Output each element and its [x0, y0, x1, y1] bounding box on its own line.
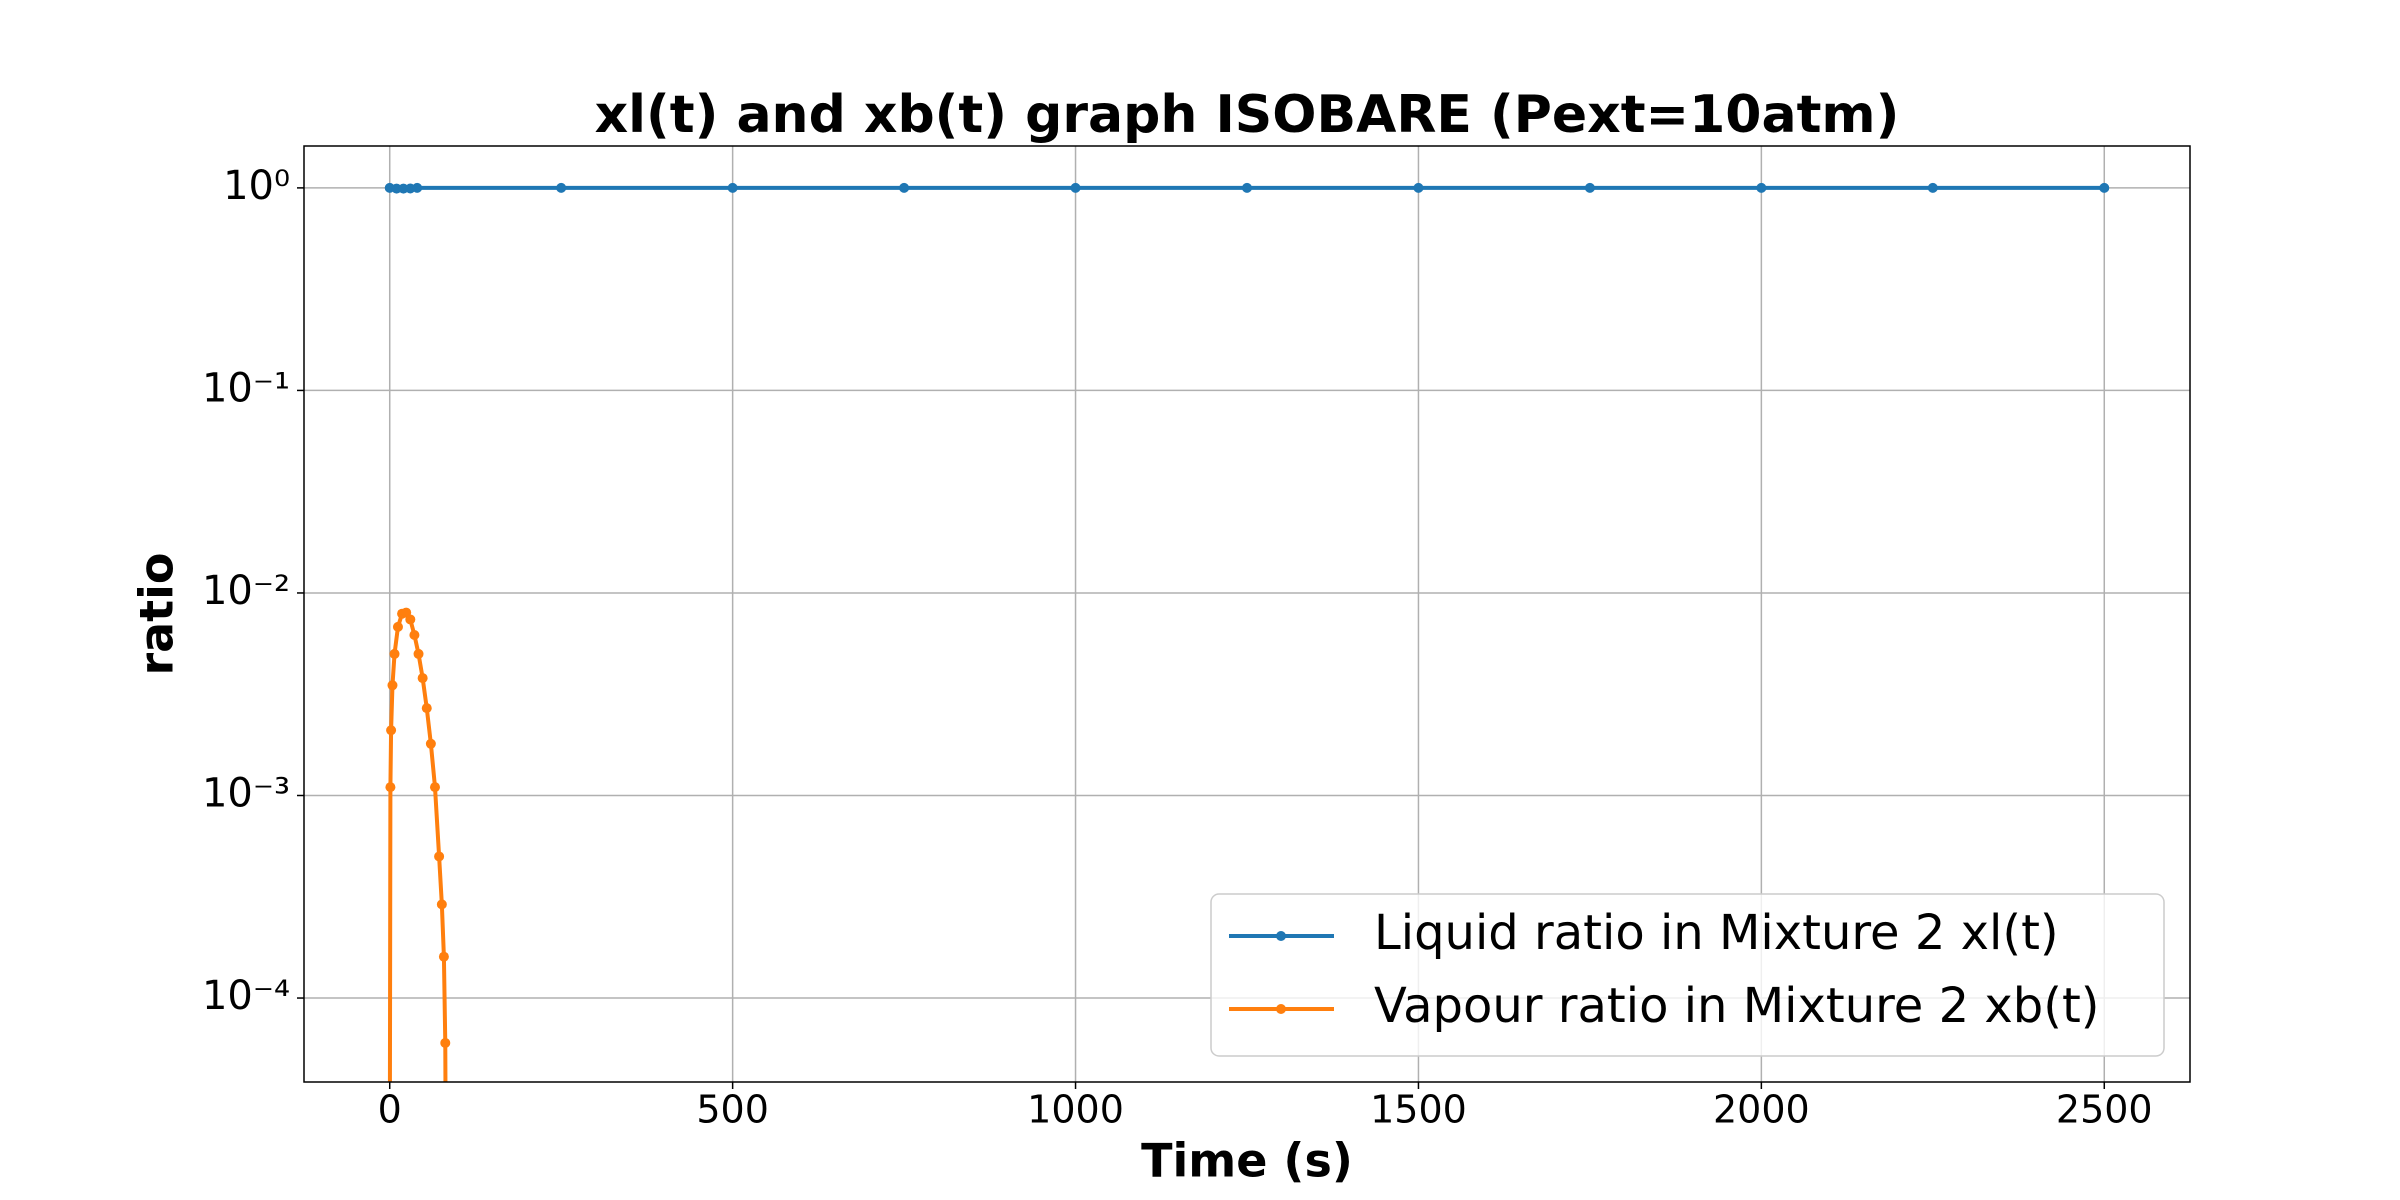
data-point [436, 899, 447, 910]
x-tick-label: 2000 [1713, 1088, 1810, 1132]
x-tick-label: 0 [378, 1088, 402, 1132]
x-tick-label: 1000 [1027, 1088, 1124, 1132]
y-tick-label: 10⁻³ [202, 771, 290, 817]
y-tick-label: 10⁰ [223, 163, 290, 209]
data-point [1242, 182, 1252, 193]
data-point [409, 630, 420, 641]
data-point [385, 1196, 395, 1200]
x-tick-label: 2500 [2056, 1088, 2153, 1132]
data-point [429, 782, 440, 793]
data-point [441, 1196, 451, 1200]
data-point [1927, 182, 1938, 193]
plot-area [384, 182, 2110, 1200]
x-tick-label: 1500 [1370, 1088, 1467, 1132]
plot-frame [303, 145, 2191, 1083]
legend-label: Liquid ratio in Mixture 2 xl(t) [1374, 905, 2059, 961]
x-axis-label: Time (s) [1141, 1134, 1353, 1188]
data-point [385, 782, 396, 793]
data-point [405, 614, 416, 625]
data-point [1413, 182, 1424, 193]
data-point [1756, 182, 1767, 193]
y-tick-label: 10⁻² [202, 568, 290, 614]
data-point [2099, 182, 2110, 193]
data-point [1070, 182, 1081, 193]
data-point [417, 673, 428, 684]
data-point [386, 725, 397, 736]
data-point [413, 648, 424, 659]
x-tick-label: 500 [696, 1088, 769, 1132]
series-line [387, 610, 448, 1082]
data-point [1584, 182, 1595, 193]
legend-box [1210, 893, 2165, 1057]
y-tick-label: 10⁻¹ [202, 365, 290, 411]
data-point [727, 182, 738, 193]
data-point [412, 182, 423, 193]
data-point [387, 680, 398, 691]
data-point [421, 703, 432, 714]
data-point [389, 648, 400, 659]
y-tick-label: 10⁻⁴ [202, 973, 290, 1019]
chart-title: xl(t) and xb(t) graph ISOBARE (Pext=10at… [595, 85, 1900, 145]
y-axis-label: ratio [130, 552, 184, 675]
data-point [425, 738, 436, 749]
data-point [556, 182, 567, 193]
legend-marker [1276, 931, 1286, 941]
legend-label: Vapour ratio in Mixture 2 xb(t) [1374, 978, 2100, 1034]
data-point [440, 1037, 451, 1048]
data-point [434, 851, 445, 862]
data-point [391, 183, 402, 194]
legend: Liquid ratio in Mixture 2 xl(t) Vapour ra… [1210, 893, 2165, 1057]
data-point [899, 182, 910, 193]
data-point [392, 621, 403, 632]
legend-marker [1276, 1004, 1286, 1014]
data-point [438, 951, 449, 962]
